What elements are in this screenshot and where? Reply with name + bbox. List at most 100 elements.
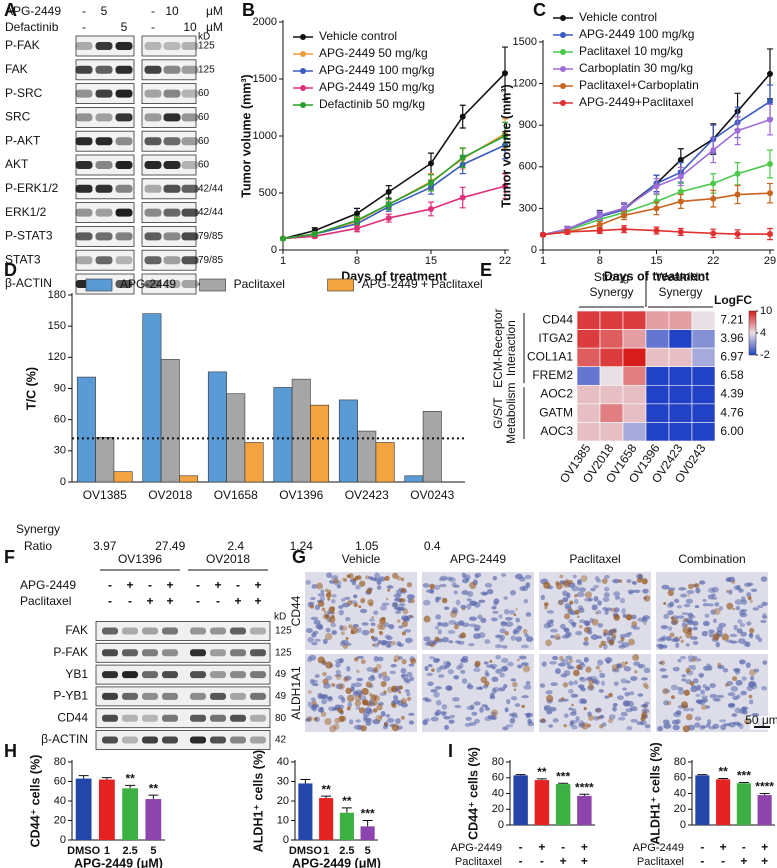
stain xyxy=(322,671,327,677)
nucleus xyxy=(406,691,411,697)
nucleus xyxy=(587,597,593,602)
stain xyxy=(311,700,317,706)
stain xyxy=(335,674,342,680)
nucleus xyxy=(486,588,494,595)
stain xyxy=(324,588,329,593)
blot-band xyxy=(162,714,178,722)
nucleus xyxy=(357,627,362,633)
marker xyxy=(710,230,717,237)
y-tick-label: 40 xyxy=(492,787,504,799)
nucleus xyxy=(383,622,390,628)
stain xyxy=(366,588,373,594)
nucleus xyxy=(448,640,454,644)
nucleus xyxy=(739,723,744,730)
x-row-level: + xyxy=(761,840,768,854)
blot-band xyxy=(144,208,162,217)
stain xyxy=(491,709,499,717)
nucleus xyxy=(746,621,752,626)
nucleus xyxy=(460,658,469,663)
group-label: OV2018 xyxy=(206,552,250,566)
blot-band xyxy=(144,89,162,98)
legend-label: Vehicle control xyxy=(319,29,397,43)
y-tick-label: 500 xyxy=(259,187,277,199)
stain xyxy=(307,689,312,694)
y-tick-label: 60 xyxy=(492,772,504,784)
y-tick-label: 0 xyxy=(283,834,289,846)
nucleus xyxy=(310,697,316,702)
nucleus xyxy=(760,576,768,582)
x-tick-label: 1 xyxy=(540,255,546,267)
bar xyxy=(360,826,375,840)
nucleus xyxy=(549,628,558,633)
nucleus xyxy=(307,656,312,663)
error-bar xyxy=(515,774,526,776)
nucleus xyxy=(515,636,523,642)
protein-label: P-FAK xyxy=(53,645,88,659)
nucleus xyxy=(473,701,481,706)
treatment-label: Paclitaxel xyxy=(20,594,71,608)
nucleus xyxy=(308,654,317,661)
nucleus xyxy=(491,688,497,694)
panel-label: I xyxy=(448,741,453,761)
series-line xyxy=(282,133,506,240)
blot-band xyxy=(181,184,199,193)
heatmap-cell xyxy=(622,403,647,423)
kd-label: 60 xyxy=(198,136,210,147)
stain xyxy=(346,574,351,579)
bar xyxy=(422,411,442,483)
nucleus xyxy=(729,633,738,638)
protein-label: P-YB1 xyxy=(53,689,88,703)
blot-band xyxy=(162,671,178,679)
stain xyxy=(544,602,549,607)
nucleus xyxy=(701,695,708,699)
row-group-label: ECM-Receptor xyxy=(491,308,505,387)
y-tick-label: 1500 xyxy=(253,73,277,85)
stain xyxy=(398,690,402,694)
stain xyxy=(682,626,689,634)
nucleus xyxy=(448,719,455,724)
nucleus xyxy=(501,657,509,664)
y-tick-label: 40 xyxy=(277,756,289,768)
nucleus xyxy=(317,625,324,631)
x-row-level: + xyxy=(560,854,567,868)
kd-label: 125 xyxy=(275,626,292,637)
nucleus xyxy=(495,634,503,639)
x-row-level: - xyxy=(540,854,544,868)
nucleus xyxy=(510,678,517,682)
nucleus xyxy=(667,587,676,591)
blot-band xyxy=(250,736,266,744)
nucleus xyxy=(491,605,497,610)
stain xyxy=(643,622,647,626)
stain xyxy=(325,661,333,669)
nucleus xyxy=(483,704,489,709)
marker xyxy=(677,228,684,235)
nucleus xyxy=(492,610,499,614)
nucleus xyxy=(444,724,449,731)
kd-header: kD xyxy=(198,32,210,43)
stain xyxy=(460,632,467,639)
treatment-level: + xyxy=(146,594,153,608)
nucleus xyxy=(445,685,453,691)
nucleus xyxy=(719,719,727,723)
nucleus xyxy=(423,636,431,642)
nucleus xyxy=(307,701,312,708)
nucleus xyxy=(728,589,733,595)
nucleus xyxy=(676,605,683,609)
stain xyxy=(361,699,369,706)
x-row-label: APG-2449 xyxy=(451,842,502,854)
nucleus xyxy=(390,664,397,668)
nucleus xyxy=(395,589,403,596)
nucleus xyxy=(338,605,344,609)
significance: *** xyxy=(737,769,751,783)
bar xyxy=(244,442,264,483)
synergy-value: 2.4 xyxy=(227,539,244,553)
stain xyxy=(360,598,365,604)
x-row-level: - xyxy=(561,840,565,854)
nucleus xyxy=(689,707,695,712)
marker xyxy=(428,205,434,212)
nucleus xyxy=(572,574,577,579)
y-tick-label: 20 xyxy=(277,795,289,807)
nucleus xyxy=(655,643,664,648)
nucleus xyxy=(385,713,391,718)
blot-band xyxy=(115,232,133,241)
